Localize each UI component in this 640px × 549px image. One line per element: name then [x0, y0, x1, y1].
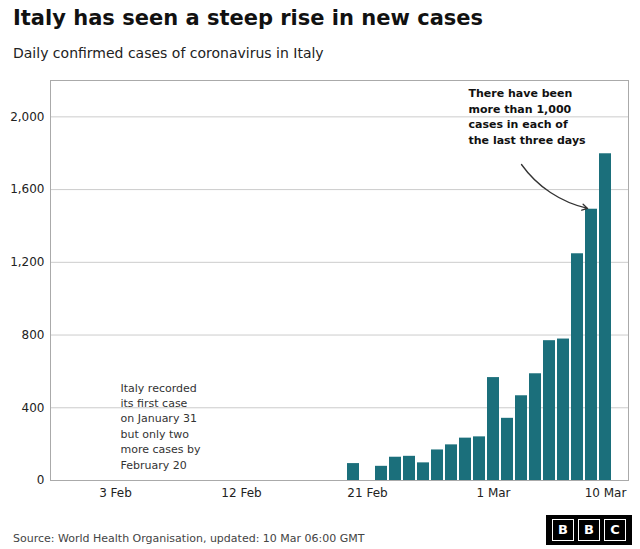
- html-text:B: B: [584, 522, 594, 537]
- html-text:Daily confirmed cases of coron: Daily confirmed cases of coronavirus in …: [13, 45, 324, 62]
- svg-text:21 Feb: 21 Feb: [347, 486, 387, 500]
- svg-text:2,000: 2,000: [10, 110, 44, 124]
- svg-text:400: 400: [22, 401, 45, 415]
- svg-text:10 Mar: 10 Mar: [585, 486, 627, 500]
- svg-text:There have beenmore than 1,000: There have beenmore than 1,000cases in e…: [469, 87, 587, 146]
- html-text:Italy has seen a steep rise in: Italy has seen a steep rise in new cases: [13, 6, 484, 30]
- svg-text:800: 800: [22, 328, 45, 342]
- svg-text:3 Feb: 3 Feb: [99, 486, 132, 500]
- svg-text:1,200: 1,200: [10, 255, 44, 269]
- svg-text:Italy recordedits first caseon: Italy recordedits first caseon January 3…: [121, 382, 201, 472]
- html-text:Source: World Health Organisat: Source: World Health Organisation, updat…: [13, 532, 365, 545]
- svg-text:0: 0: [37, 473, 45, 487]
- html-text:C: C: [610, 522, 620, 537]
- html-text:B: B: [558, 522, 568, 537]
- svg-text:1,600: 1,600: [10, 182, 44, 196]
- svg-text:1 Mar: 1 Mar: [476, 486, 510, 500]
- svg-text:12 Feb: 12 Feb: [221, 486, 261, 500]
